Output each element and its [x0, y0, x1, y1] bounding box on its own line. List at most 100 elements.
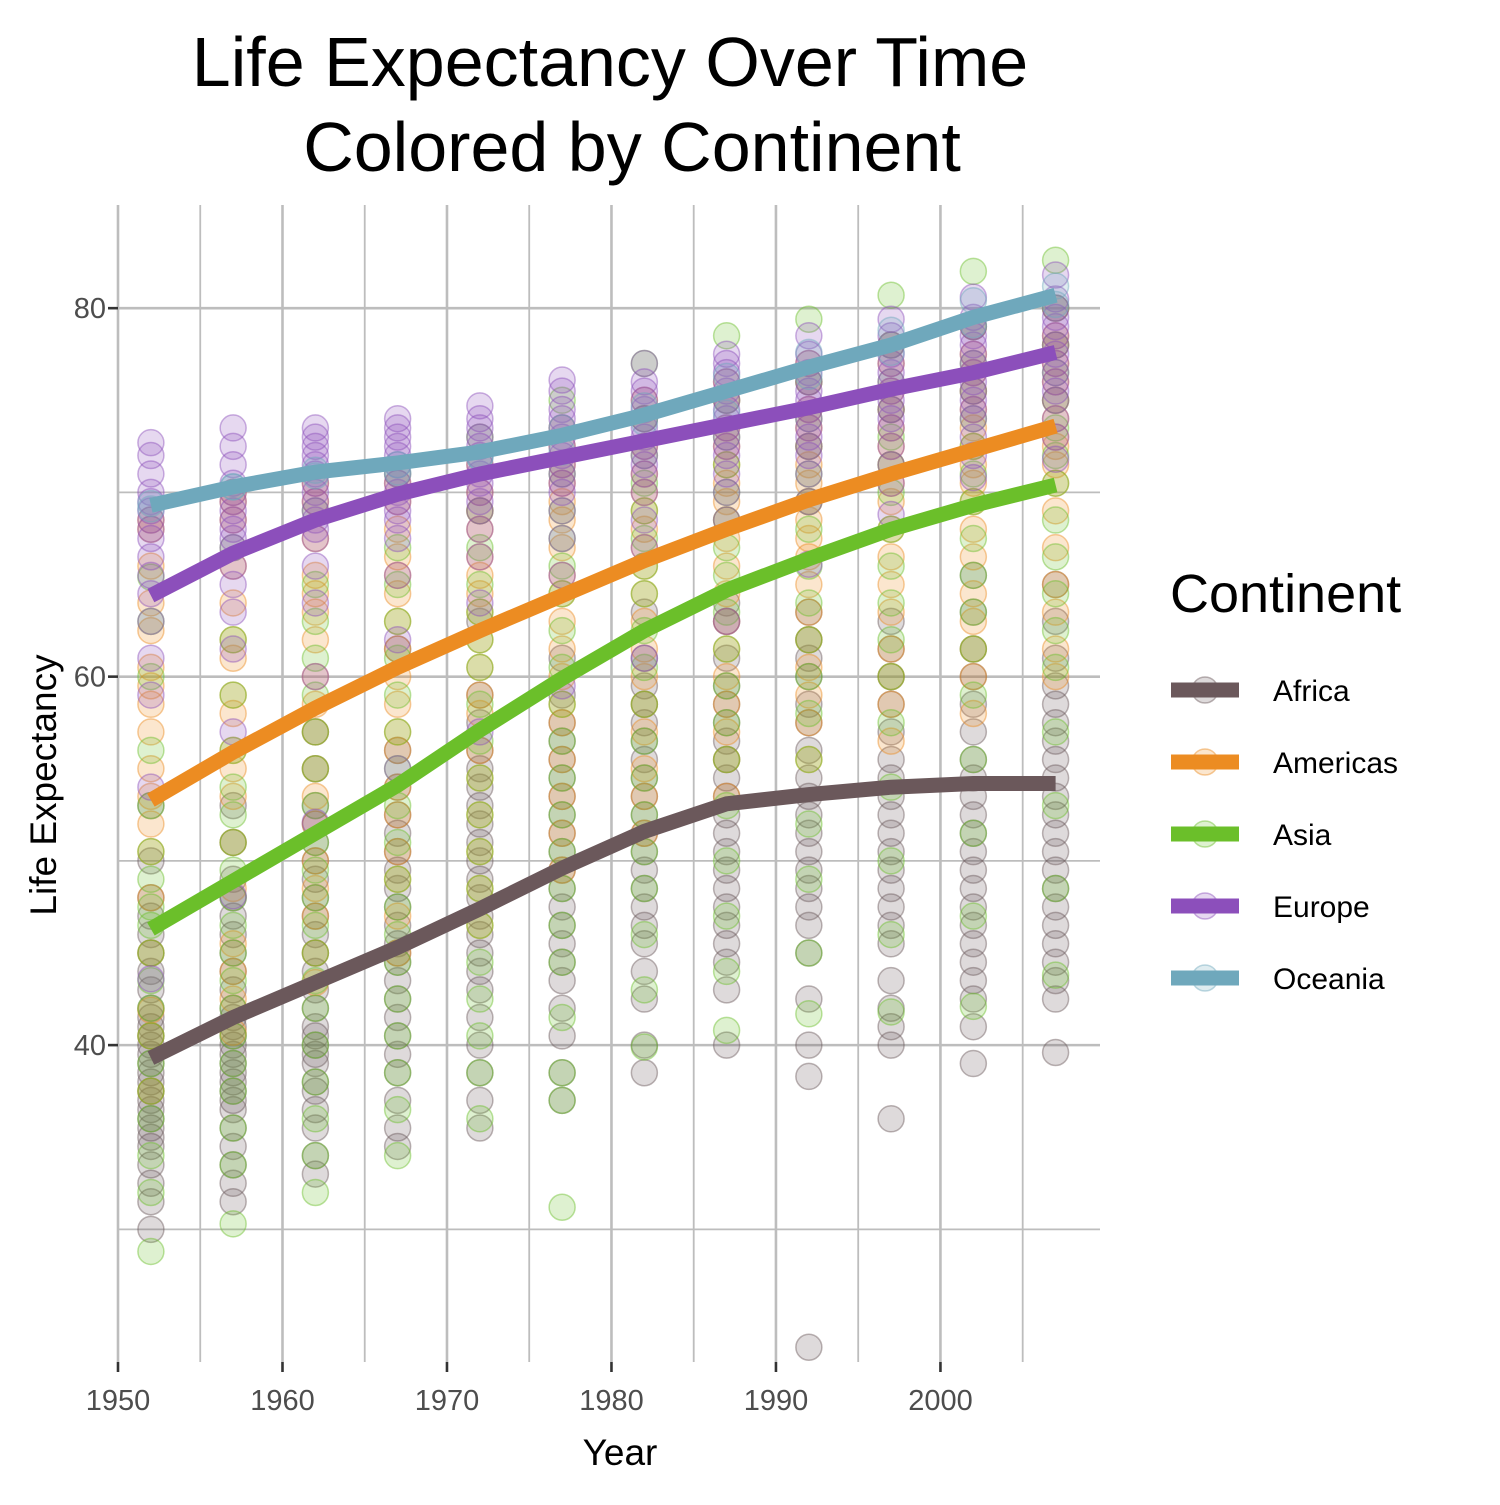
data-point-asia: [630, 690, 659, 719]
data-point-asia: [219, 911, 247, 940]
data-point-africa: [301, 791, 330, 820]
data-point-africa: [630, 911, 659, 940]
data-point-africa: [383, 1022, 412, 1050]
data-point-asia: [383, 865, 412, 894]
data-point-africa: [795, 819, 823, 847]
data-point-africa: [219, 1068, 247, 1096]
data-point-asia: [301, 718, 330, 746]
x-tick-label: 2000: [908, 1385, 973, 1417]
data-point-asia: [466, 1022, 494, 1050]
data-point-africa: [877, 607, 905, 636]
data-point-africa: [712, 1031, 741, 1059]
data-point-africa: [795, 1333, 823, 1362]
data-point-europe: [301, 414, 330, 442]
data-point-europe: [712, 460, 741, 488]
data-point-africa: [137, 1003, 165, 1032]
data-point-asia: [219, 1151, 247, 1179]
data-point-africa: [383, 874, 412, 903]
data-point-asia: [301, 1068, 330, 1096]
data-point-asia: [137, 1077, 165, 1105]
data-point-asia: [137, 1022, 165, 1050]
data-point-americas: [219, 506, 247, 534]
data-point-europe: [301, 662, 330, 691]
data-point-africa: [1041, 727, 1070, 755]
data-point-asia: [137, 1105, 165, 1133]
data-point-americas: [219, 681, 247, 709]
data-point-europe: [137, 681, 165, 709]
data-point-europe: [630, 377, 659, 405]
data-point-africa: [137, 1169, 165, 1198]
data-point-americas: [548, 533, 576, 562]
data-point-africa: [1041, 948, 1070, 976]
data-point-americas: [1041, 386, 1070, 415]
data-point-africa: [219, 902, 247, 930]
data-point-asia: [301, 911, 330, 940]
data-point-europe: [1041, 368, 1070, 396]
data-point-americas: [301, 626, 330, 654]
data-point-asia: [466, 690, 494, 719]
data-point-europe: [630, 478, 659, 507]
data-point-europe: [630, 460, 659, 488]
data-point-asia: [877, 626, 905, 654]
data-point-americas: [959, 699, 988, 728]
data-point-africa: [137, 1059, 165, 1087]
data-point-americas: [383, 561, 412, 590]
data-point-asia: [219, 966, 247, 995]
data-point-americas: [1041, 635, 1070, 663]
data-point-africa: [877, 837, 905, 866]
y-tick-label: 40: [74, 1030, 106, 1062]
data-point-africa: [877, 994, 905, 1023]
data-point-europe: [466, 515, 494, 544]
data-point-africa: [466, 939, 494, 967]
data-point-asia: [1041, 441, 1070, 470]
data-point-europe: [1041, 312, 1070, 341]
data-point-asia: [219, 828, 247, 857]
data-point-africa: [959, 819, 988, 847]
data-point-americas: [383, 543, 412, 571]
data-point-asia: [137, 1178, 165, 1207]
data-point-asia: [795, 865, 823, 894]
data-point-europe: [383, 404, 412, 433]
data-point-africa: [466, 773, 494, 801]
data-point-americas: [712, 607, 741, 636]
data-point-europe: [219, 414, 247, 442]
data-point-americas: [137, 996, 165, 1024]
data-point-europe: [466, 414, 494, 442]
data-point-americas: [466, 837, 494, 866]
data-point-africa: [219, 976, 247, 1004]
data-point-americas: [383, 718, 412, 746]
data-point-asia: [548, 386, 576, 415]
data-point-europe: [137, 607, 165, 636]
data-point-africa: [877, 801, 905, 829]
data-point-africa: [219, 1187, 247, 1216]
data-point-asia: [301, 570, 330, 599]
data-point-asia: [959, 819, 988, 847]
x-tick-label: 1960: [250, 1385, 315, 1417]
data-point-europe: [630, 451, 659, 479]
data-point-asia: [548, 801, 576, 829]
data-point-europe: [548, 497, 576, 525]
data-point-asia: [795, 432, 823, 461]
data-point-americas: [1041, 570, 1070, 599]
data-point-asia: [1041, 543, 1070, 571]
data-point-asia: [383, 718, 412, 746]
data-point-europe: [877, 432, 905, 461]
data-point-asia: [1041, 616, 1070, 645]
data-point-europe: [959, 463, 988, 492]
data-point-europe: [959, 331, 988, 359]
data-point-europe: [219, 451, 247, 479]
data-point-africa: [630, 1059, 659, 1087]
data-point-asia: [383, 893, 412, 921]
data-point-americas: [137, 883, 165, 912]
data-point-europe: [466, 487, 494, 516]
data-point-africa: [1041, 708, 1070, 737]
data-point-asia: [301, 856, 330, 884]
data-point-americas: [959, 414, 988, 442]
data-point-asia: [630, 497, 659, 525]
data-point-asia: [548, 552, 576, 580]
data-point-americas: [1041, 662, 1070, 691]
data-point-africa: [301, 718, 330, 746]
data-point-africa: [712, 727, 741, 755]
data-point-africa: [959, 662, 988, 691]
data-point-africa: [1041, 801, 1070, 829]
